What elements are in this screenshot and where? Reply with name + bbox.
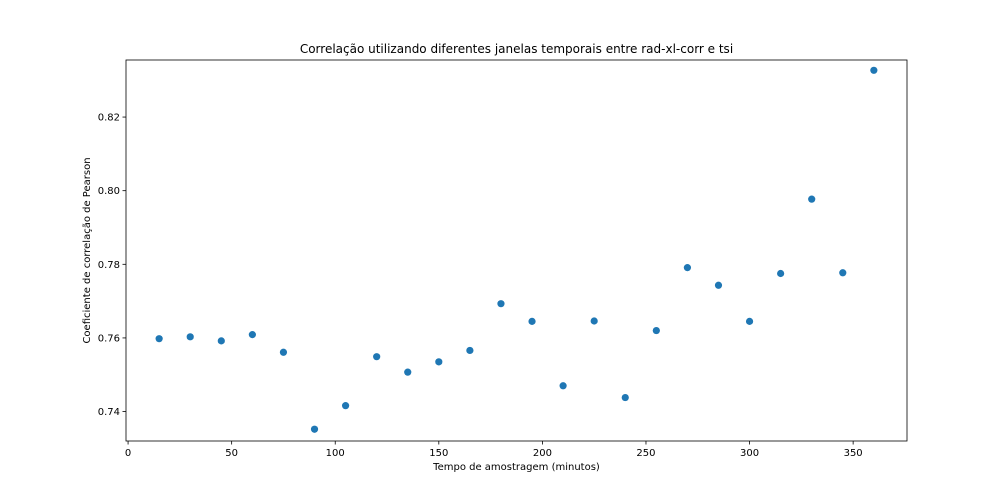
y-tick-label: 0.76 xyxy=(98,333,120,344)
data-point xyxy=(217,337,225,345)
data-point xyxy=(839,269,847,277)
data-point xyxy=(373,353,381,361)
data-point xyxy=(652,326,660,335)
y-axis-ticks: 0.74 0.76 0.78 0.80 0.82 xyxy=(98,113,126,418)
x-tick-label: 300 xyxy=(740,448,759,459)
data-point xyxy=(155,335,163,343)
data-point xyxy=(186,333,194,341)
y-tick-label: 0.80 xyxy=(98,186,120,197)
y-axis-label: Coeficiente de correlação de Pearson xyxy=(82,157,93,343)
plot-frame xyxy=(125,59,908,442)
data-points xyxy=(155,66,878,433)
data-point xyxy=(528,317,536,325)
data-point xyxy=(683,264,692,272)
data-point xyxy=(435,358,443,366)
x-tick-label: 0 xyxy=(125,448,131,459)
data-point xyxy=(808,195,816,203)
x-tick-label: 50 xyxy=(225,448,238,459)
data-point xyxy=(745,317,754,325)
data-point xyxy=(497,300,505,308)
y-tick-label: 0.82 xyxy=(98,113,120,124)
y-tick-label: 0.74 xyxy=(98,407,120,418)
chart-title: Correlação utilizando diferentes janelas… xyxy=(300,42,733,56)
x-axis-ticks: 0 50 100 150 200 250 300 350 xyxy=(125,441,863,459)
data-point xyxy=(279,348,288,356)
data-point xyxy=(466,346,474,355)
data-point xyxy=(777,269,785,278)
data-point xyxy=(870,66,878,74)
data-point xyxy=(310,425,319,433)
data-point xyxy=(714,281,723,289)
data-point xyxy=(248,331,256,339)
data-point xyxy=(341,402,350,410)
x-axis-label: Tempo de amostragem (minutos) xyxy=(432,462,600,473)
data-point xyxy=(621,393,629,402)
data-point xyxy=(590,317,598,325)
data-point xyxy=(404,368,412,376)
x-tick-label: 350 xyxy=(844,448,863,459)
x-tick-label: 250 xyxy=(636,448,655,459)
data-point xyxy=(559,382,567,390)
x-tick-label: 200 xyxy=(533,448,552,459)
plot-area xyxy=(126,60,907,441)
x-tick-label: 100 xyxy=(326,448,345,459)
y-tick-label: 0.78 xyxy=(98,260,120,271)
x-tick-label: 150 xyxy=(429,448,448,459)
